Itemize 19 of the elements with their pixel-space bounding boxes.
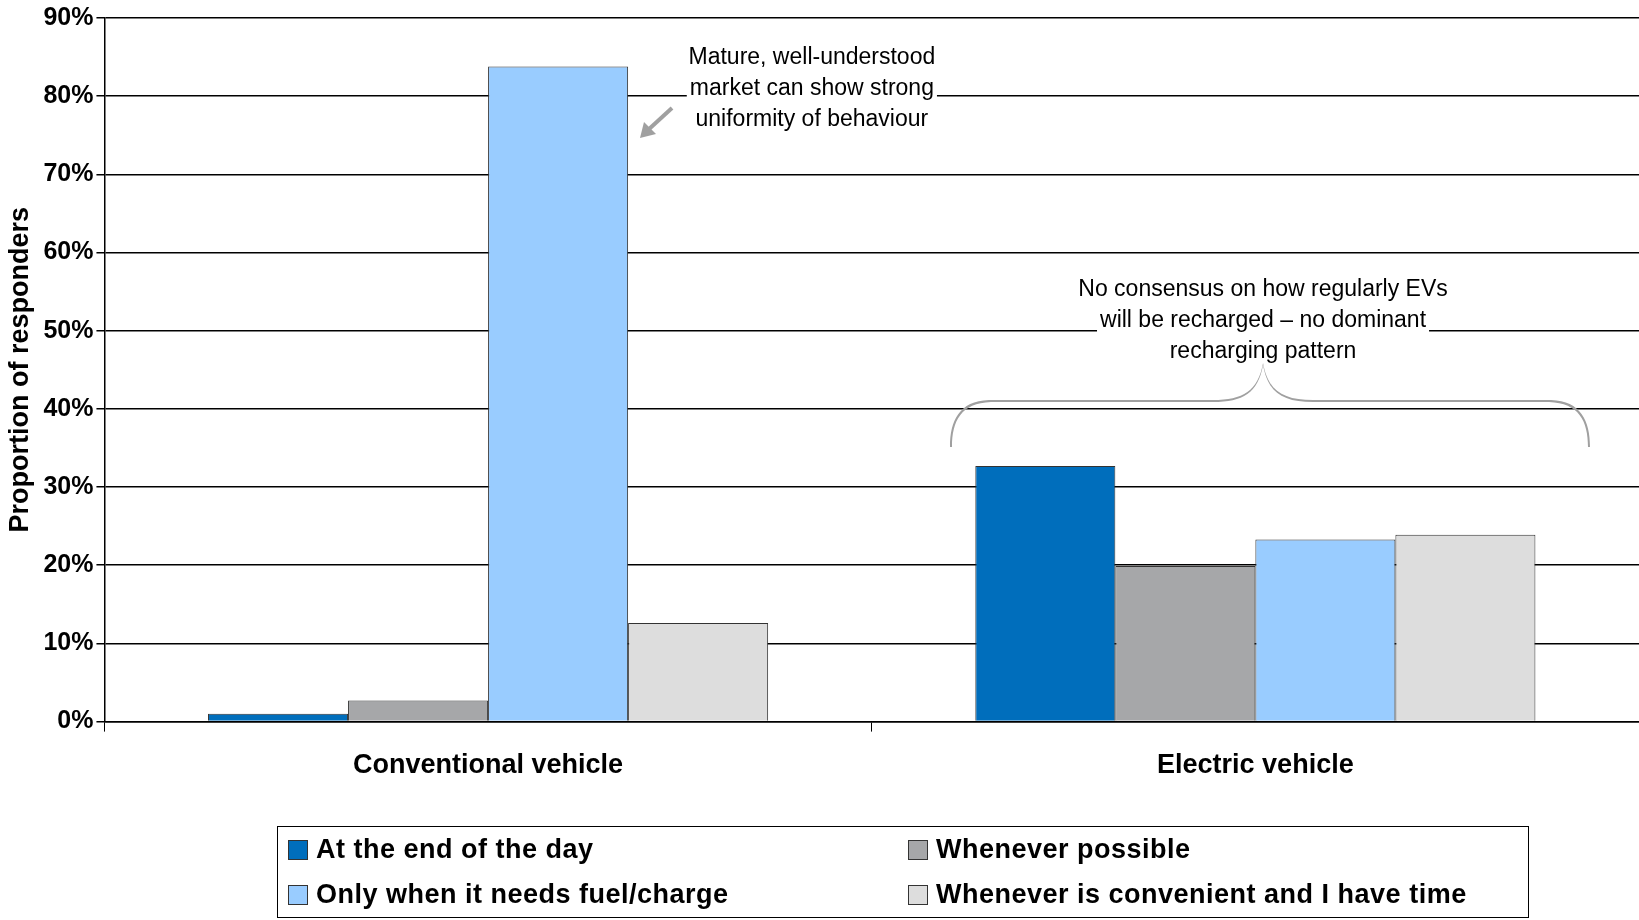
y-tick-label: 10% [43, 627, 94, 656]
x-tick-label: Electric vehicle [1157, 749, 1354, 780]
y-tick-label: 0% [57, 705, 94, 734]
legend-label: Whenever possible [936, 834, 1191, 865]
annotation: Mature, well-understood market can show strong uniformity of behaviour [688, 42, 936, 131]
y-tick-label: 60% [43, 236, 94, 265]
y-tick-label: 70% [43, 158, 94, 187]
legend-label: Only when it needs fuel/charge [316, 879, 729, 910]
y-tick-label: 20% [43, 549, 94, 578]
y-tick-label: 90% [43, 1, 94, 30]
y-axis-title: Proportion of responders [3, 207, 34, 533]
legend-label: Whenever is convenient and I have time [936, 879, 1467, 910]
y-tick-label: 80% [43, 80, 94, 109]
y-tick-label: 40% [43, 392, 94, 421]
x-tick-label: Conventional vehicle [353, 749, 624, 780]
legend-label: At the end of the day [316, 834, 594, 865]
y-tick-label: 50% [43, 314, 94, 343]
y-tick-label: 30% [43, 470, 94, 499]
annotation: No consensus on how regularly EVs will be recharged – no dominant recharging pattern [1078, 274, 1448, 363]
